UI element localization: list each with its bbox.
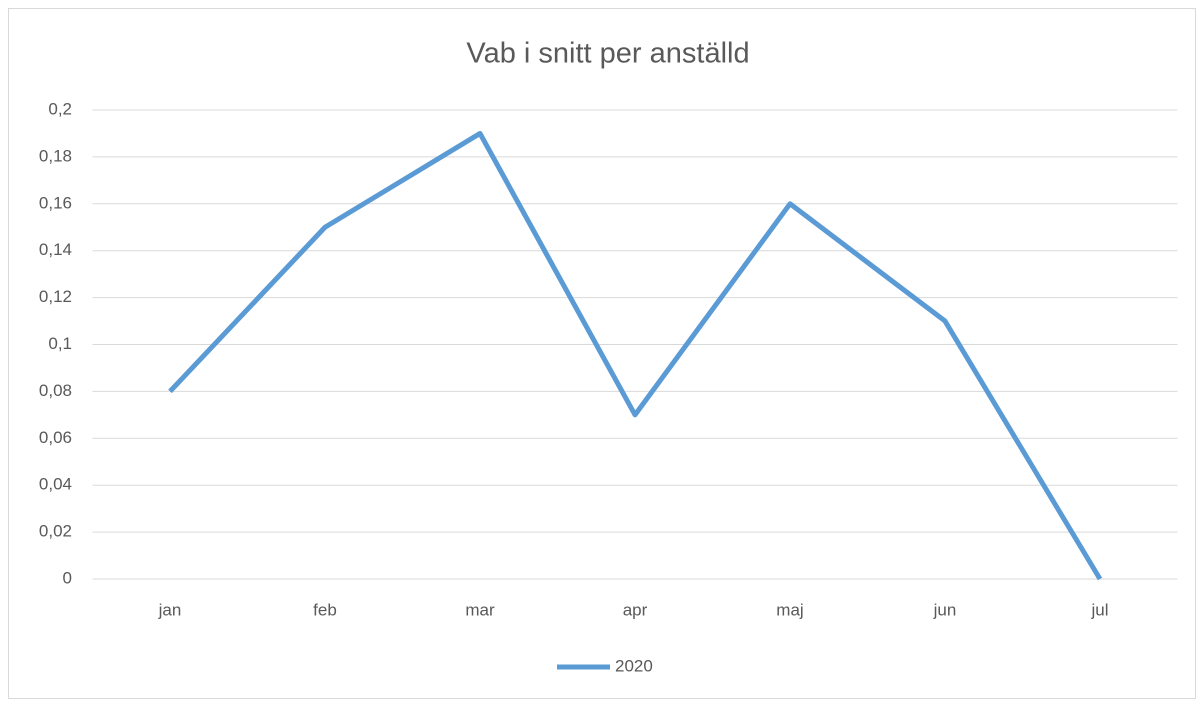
x-tick-label: feb (313, 600, 337, 619)
y-tick-label: 0,2 (48, 99, 72, 118)
y-tick-label: 0,16 (39, 193, 72, 212)
y-tick-label: 0,02 (39, 522, 72, 541)
y-tick-label: 0,18 (39, 146, 72, 165)
y-tick-label: 0,08 (39, 381, 72, 400)
y-tick-label: 0,12 (39, 287, 72, 306)
y-tick-label: 0,04 (39, 475, 72, 494)
y-tick-label: 0,14 (39, 240, 72, 259)
x-tick-label: jul (1090, 600, 1108, 619)
y-tick-label: 0 (63, 568, 72, 587)
x-tick-label: mar (465, 600, 495, 619)
y-tick-label: 0,06 (39, 428, 72, 447)
line (168, 130, 1103, 581)
y-tick-label: 0,1 (48, 334, 72, 353)
legend-label: 2020 (615, 656, 653, 675)
chart-title: Vab i snitt per anställd (466, 38, 749, 70)
x-tick-label: apr (623, 600, 648, 619)
x-tick-label: jan (158, 600, 182, 619)
x-tick-label: jun (933, 600, 957, 619)
x-tick-label: maj (776, 600, 803, 619)
